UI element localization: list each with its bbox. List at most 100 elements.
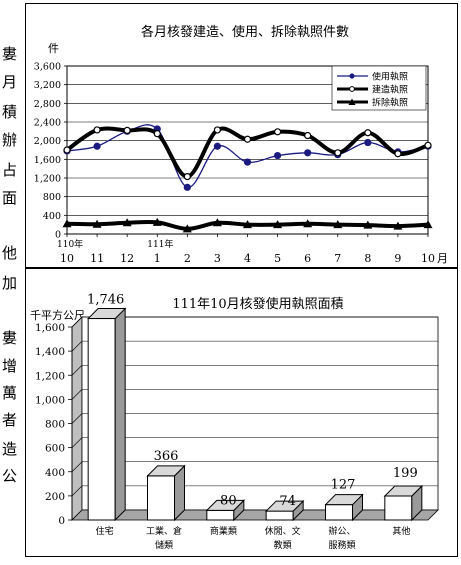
line-x-unit-label: 月 <box>437 252 448 265</box>
series-point <box>394 150 402 158</box>
bar-x-tick-label: 其他 <box>392 525 410 537</box>
line-x-tick-label: 4 <box>244 252 251 265</box>
line-chart-y-unit: 件 <box>48 42 59 55</box>
bar-chart-title: 111年10月核發使用執照面積 <box>172 296 343 312</box>
series-point <box>213 142 222 150</box>
line-y-tick-label: 3,600 <box>34 62 61 73</box>
bar-y-tick-label: 200 <box>45 491 65 503</box>
line-x-tick-label: 9 <box>394 252 401 265</box>
line-x-tick-label: 2 <box>184 252 191 265</box>
series-point <box>243 220 252 229</box>
margin-char: 他 <box>2 244 18 262</box>
series-point <box>153 130 161 138</box>
series-point <box>333 220 343 229</box>
line-x-tick-label: 7 <box>334 252 341 265</box>
bar-side-face <box>114 307 126 522</box>
series-point <box>273 128 282 136</box>
bar-top-face <box>324 494 364 506</box>
bar-x-tick-label: 服務類 <box>328 539 355 551</box>
bar-chart-frame <box>25 268 458 557</box>
series-point <box>182 224 192 233</box>
bar-y-tick-label: 400 <box>45 467 65 479</box>
bar-x-tick-label: 工業、倉 <box>146 525 182 537</box>
bar <box>325 504 353 521</box>
series-point <box>92 219 102 228</box>
bar-x-tick-label: 住宅 <box>96 525 114 537</box>
series-point <box>213 126 222 134</box>
line-y-tick-label: 1,600 <box>34 155 61 166</box>
bar-gridline-side <box>71 437 83 448</box>
series-point <box>424 141 432 149</box>
line-x-tick-label: 3 <box>214 252 221 265</box>
margin-char: 占 <box>2 161 18 179</box>
line-y-tick-label: 0 <box>55 230 61 241</box>
margin-char: 萬 <box>2 384 18 402</box>
bar-value-label: 74 <box>279 494 296 509</box>
bar <box>87 318 116 521</box>
bar <box>384 495 413 521</box>
line-x-tick-label: 10 <box>421 252 435 265</box>
line-x-tick-label: 1 <box>154 252 161 265</box>
line-x-tick-label: 12 <box>120 252 134 265</box>
series-point <box>243 135 252 143</box>
bar-value-label: 199 <box>393 466 418 481</box>
bar-top-face <box>383 485 424 497</box>
legend-swatch-marker <box>349 86 355 92</box>
margin-char: 公 <box>2 467 18 485</box>
series-point <box>364 129 372 137</box>
bar-y-tick-label: 600 <box>45 443 65 455</box>
bar-x-tick-label: 商業類 <box>210 525 237 537</box>
series-point <box>393 221 403 230</box>
series-point <box>183 183 191 191</box>
series-point <box>273 220 283 229</box>
series-point <box>62 219 72 228</box>
bar-y-tick-label: 1,400 <box>35 346 65 358</box>
bar-value-label: 80 <box>220 493 237 508</box>
series-point <box>303 219 313 228</box>
margin-char: 增 <box>2 357 18 375</box>
bar-gridline-side <box>71 413 83 424</box>
bar-x-tick-label: 休閒、文 <box>265 525 301 537</box>
margin-char: 月 <box>2 73 18 91</box>
bar <box>265 510 294 521</box>
line-x-tick-label: 8 <box>364 252 371 265</box>
series-point <box>123 126 131 134</box>
series-point <box>363 220 373 229</box>
margin-char: 辦 <box>2 131 18 149</box>
line-y-tick-label: 2,800 <box>34 99 61 110</box>
margin-char: 面 <box>2 189 18 207</box>
series-point <box>63 146 71 154</box>
series-point <box>423 220 433 229</box>
legend-label: 拆除執照 <box>372 97 408 109</box>
bar-floor <box>71 509 439 521</box>
bar-top-face <box>146 465 186 477</box>
bar-top-face <box>205 499 246 511</box>
line-x-tick-label: 6 <box>304 252 311 265</box>
line-x-tick-label: 5 <box>274 252 281 265</box>
margin-char: 加 <box>2 274 18 292</box>
line-y-tick-label: 800 <box>43 192 61 203</box>
series-point <box>304 131 312 140</box>
margin-char: 婁 <box>2 329 18 347</box>
legend-swatch-marker <box>348 98 356 105</box>
margin-char: 造 <box>2 440 18 458</box>
line-y-tick-label: 400 <box>43 211 61 222</box>
series-point <box>304 149 312 157</box>
line-y-tick-label: 2,400 <box>34 118 61 129</box>
bar-gridline-side <box>71 485 83 497</box>
bar-y-tick-label: 1,600 <box>35 322 65 334</box>
margin-char: 婁 <box>2 45 18 63</box>
bar-gridline-side <box>71 316 83 328</box>
line-x-tick-label: 10 <box>60 252 74 265</box>
bar-gridline-side <box>71 461 83 472</box>
margin-char: 積 <box>2 103 18 121</box>
series-point <box>334 149 342 157</box>
series-point <box>93 126 101 134</box>
bar <box>147 475 175 521</box>
bar-top-face <box>264 500 305 512</box>
bar-y-tick-label: 1,200 <box>35 370 65 382</box>
series-point <box>364 138 372 147</box>
bar-gridline-side <box>71 340 83 352</box>
series-point <box>183 173 191 181</box>
